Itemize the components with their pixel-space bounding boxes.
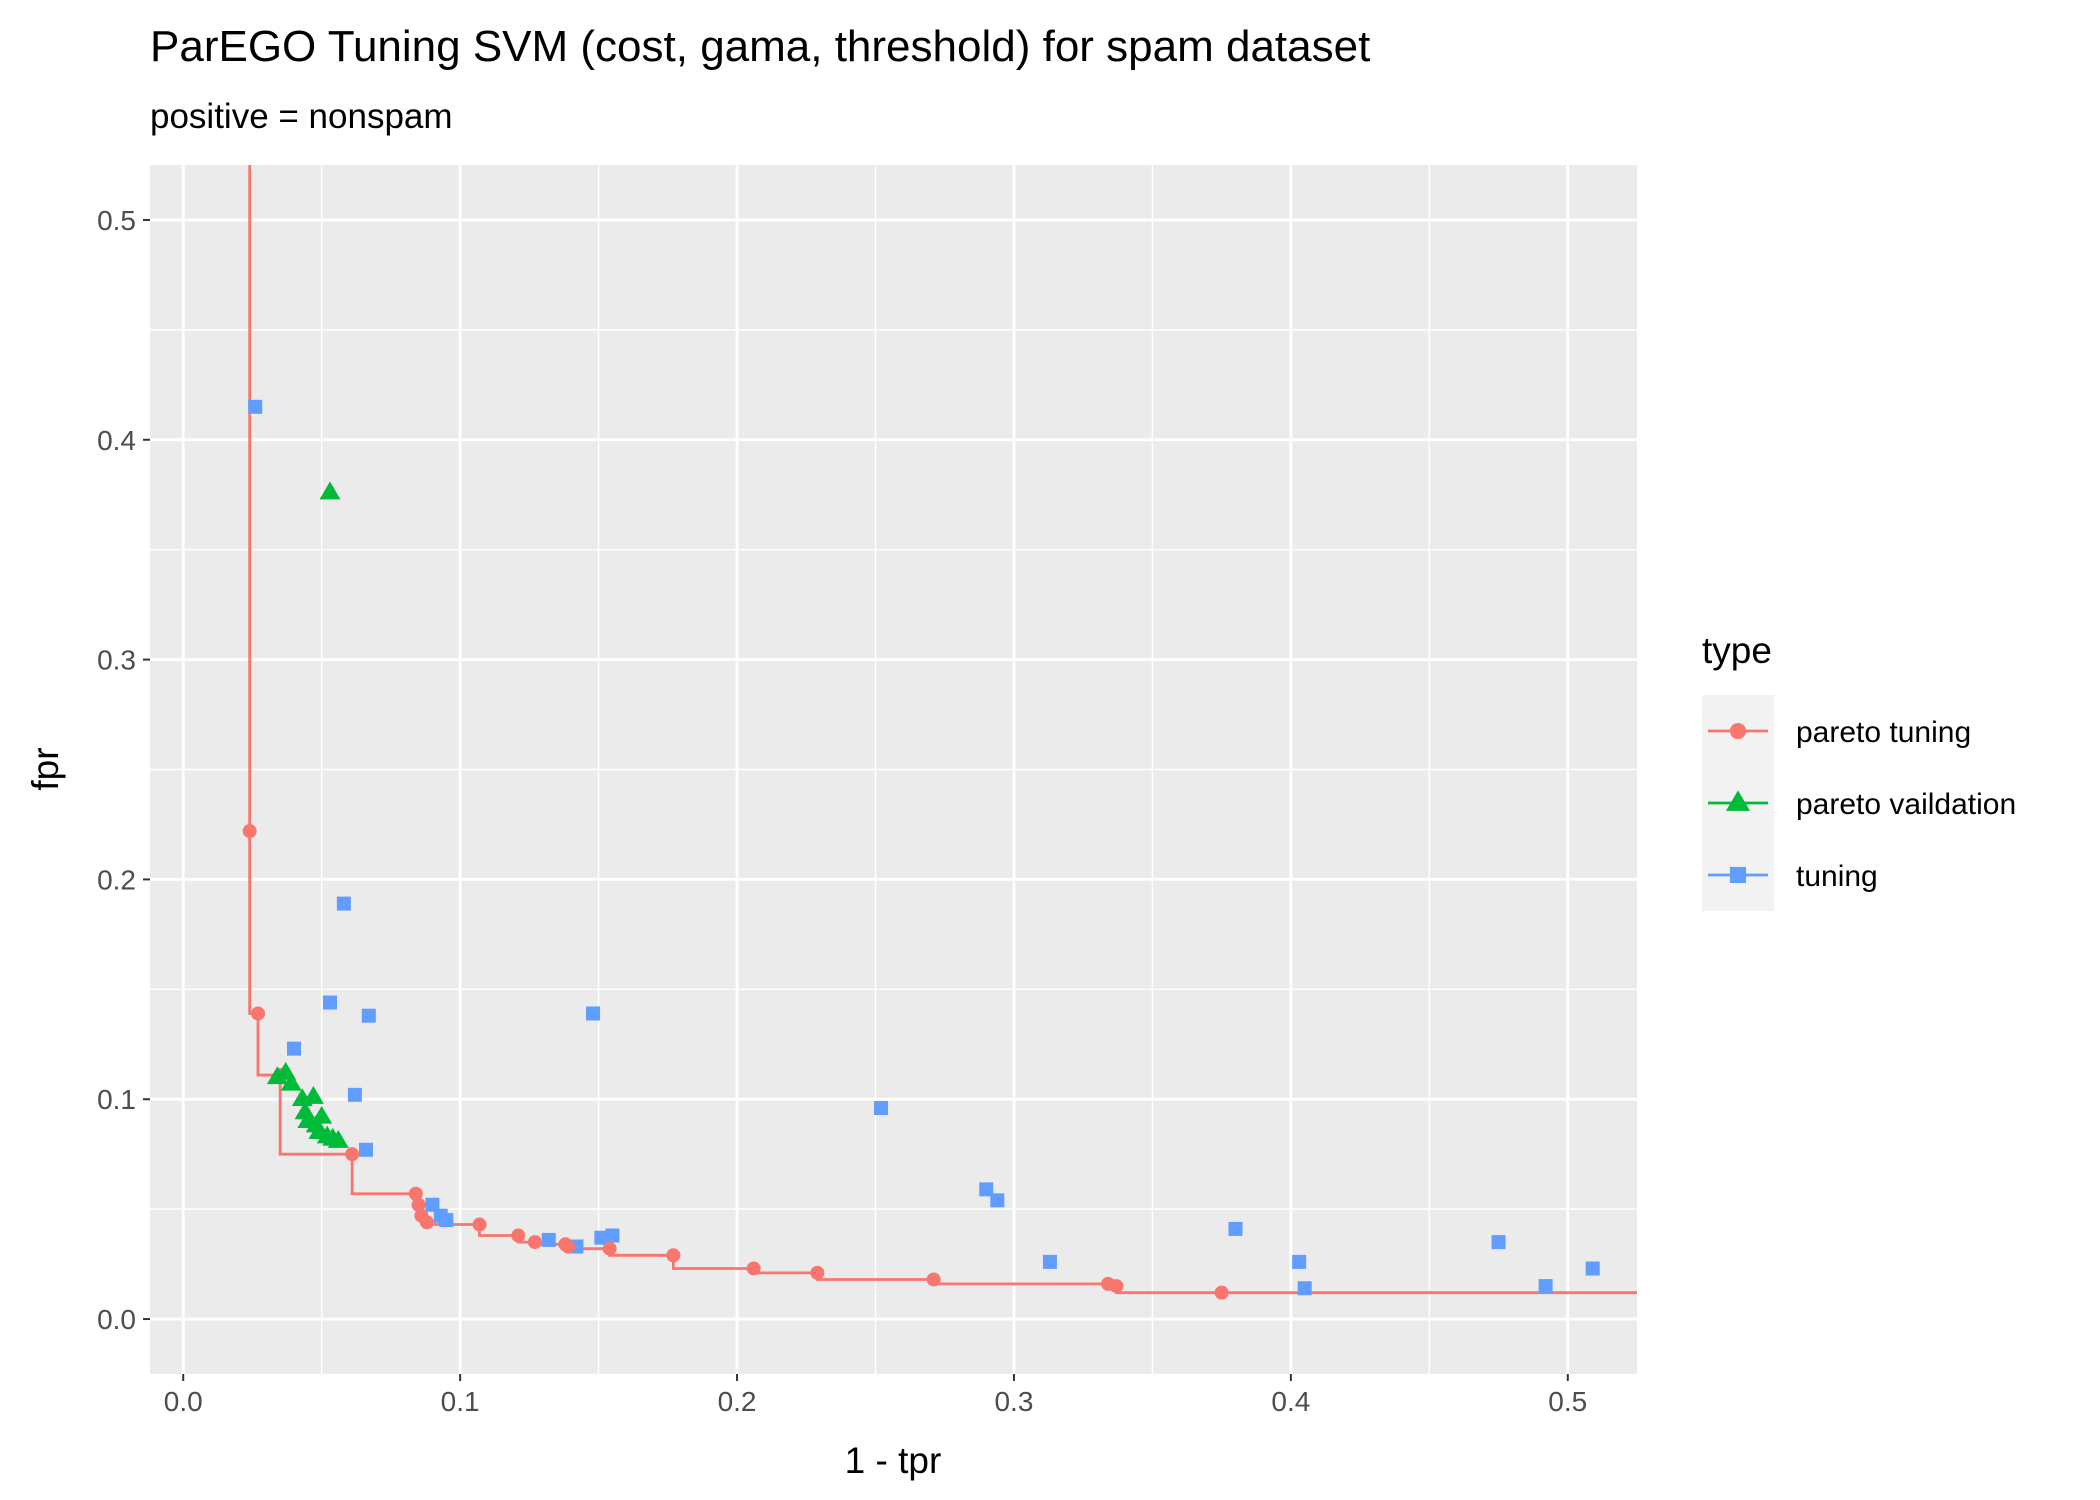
tuning-point — [347, 1087, 362, 1102]
pareto-tuning-point — [419, 1215, 434, 1230]
pareto-validation-point — [327, 1129, 349, 1148]
tuning-point — [1491, 1235, 1506, 1250]
pareto-tuning-point — [527, 1235, 542, 1250]
y-tick-label: 0.2 — [97, 864, 136, 895]
y-tick-label: 0.0 — [97, 1304, 136, 1335]
pareto-tuning-point — [242, 824, 257, 839]
tuning-point — [439, 1213, 454, 1228]
tuning-point — [322, 995, 337, 1010]
x-axis-label: 1 - tpr — [845, 1440, 942, 1481]
x-tick-label: 0.3 — [994, 1386, 1033, 1417]
tuning-point — [425, 1197, 440, 1212]
tuning-point — [1228, 1221, 1243, 1236]
pareto-tuning-point — [1109, 1279, 1124, 1294]
pareto-tuning-point — [561, 1239, 576, 1254]
pareto-tuning-point — [511, 1228, 526, 1243]
chart-title: ParEGO Tuning SVM (cost, gama, threshold… — [150, 22, 1370, 71]
pareto-tuning-point — [345, 1147, 360, 1162]
tuning-point — [1538, 1279, 1553, 1294]
legend: type pareto tuning pareto vaildation tunin… — [1702, 630, 2016, 911]
tuning-point — [990, 1193, 1005, 1208]
legend-key-marker — [1729, 722, 1747, 740]
pareto-tuning-point — [810, 1265, 825, 1280]
tuning-point — [979, 1182, 994, 1197]
tuning-point — [286, 1041, 301, 1056]
tuning-point — [541, 1232, 556, 1247]
legend-title: type — [1702, 630, 1772, 671]
x-tick-label: 0.1 — [441, 1386, 480, 1417]
pareto-tuning-point — [602, 1241, 617, 1256]
pareto-tuning-point — [411, 1197, 426, 1212]
tuning-point — [361, 1008, 376, 1023]
tuning-point — [336, 896, 351, 911]
x-tick-label: 0.5 — [1548, 1386, 1587, 1417]
axis-ticks: 0.0 0.1 0.2 0.3 0.4 0.5 0.0 0.1 0.2 0.3 0.4 0.5 — [97, 205, 1587, 1417]
pareto-validation-point — [319, 481, 341, 500]
x-tick-label: 0.2 — [718, 1386, 757, 1417]
x-tick-label: 0.0 — [164, 1386, 203, 1417]
tuning-point — [358, 1142, 373, 1157]
pareto-tuning-point — [472, 1217, 487, 1232]
y-tick-label: 0.3 — [97, 645, 136, 676]
legend-label: tuning — [1796, 860, 1878, 893]
legend-label: pareto tuning — [1796, 716, 1971, 749]
tuning-point — [1292, 1254, 1307, 1269]
tuning-point — [605, 1228, 620, 1243]
pareto-validation-point — [280, 1072, 302, 1091]
tuning-point — [874, 1101, 889, 1116]
pareto-tuning-point — [666, 1248, 681, 1263]
pareto-tuning-point — [1214, 1285, 1229, 1300]
y-tick-label: 0.5 — [97, 205, 136, 236]
x-tick-label: 0.4 — [1271, 1386, 1310, 1417]
y-tick-label: 0.4 — [97, 425, 136, 456]
tuning-point — [1042, 1254, 1057, 1269]
tuning-point — [248, 399, 263, 414]
pareto-tuning-point — [408, 1186, 423, 1201]
tuning-point — [1585, 1261, 1600, 1276]
tuning-point — [586, 1006, 601, 1021]
y-axis-label: fpr — [25, 747, 66, 790]
y-tick-label: 0.1 — [97, 1084, 136, 1115]
legend-key-marker — [1729, 866, 1747, 884]
pareto-tuning-point — [250, 1006, 265, 1021]
legend-key-marker — [1725, 790, 1751, 811]
series-layer — [242, 165, 1637, 1300]
chart-subtitle: positive = nonspam — [150, 97, 453, 136]
grid — [150, 165, 1637, 1374]
tuning-point — [1297, 1281, 1312, 1296]
pareto-tuning-point — [746, 1261, 761, 1276]
pareto-tuning-point — [926, 1272, 941, 1287]
legend-label: pareto vaildation — [1796, 788, 2016, 821]
tuning-point — [594, 1230, 609, 1245]
pareto-validation-point — [311, 1105, 333, 1124]
pareto-validation-point — [302, 1086, 324, 1104]
